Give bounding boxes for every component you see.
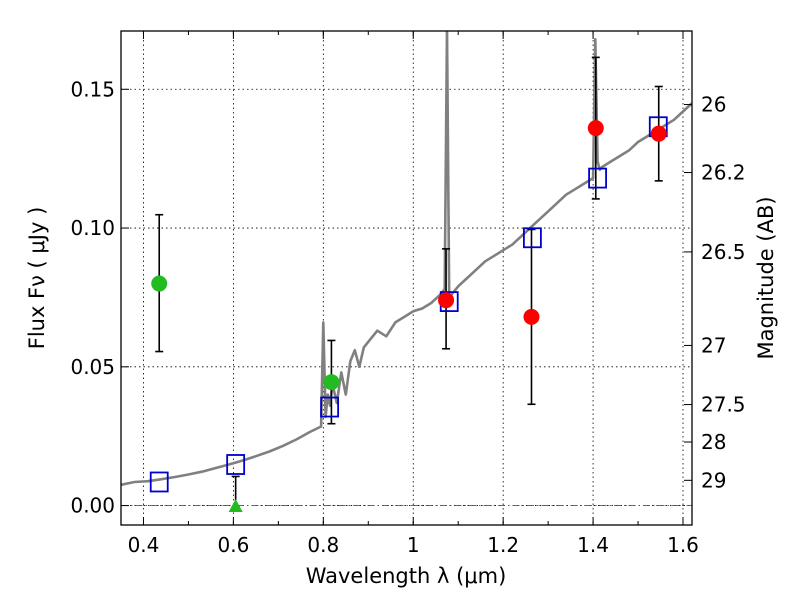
y-axis-left: 0.00 0.05 0.10 0.15	[70, 77, 129, 518]
model-point-square	[320, 396, 340, 418]
model-point-square	[226, 454, 246, 475]
y-right-tick-label: 26	[701, 93, 726, 117]
y-axis-right: 26 26.2 26.5 27 27.5 28 29	[684, 93, 746, 492]
plot-frame	[120, 30, 693, 526]
model-spectrum-line	[121, 31, 692, 487]
x-axis: 0.4 0.6 0.8 1 1.2 1.4 1.6	[128, 31, 699, 557]
detection-point	[523, 308, 540, 325]
detections	[151, 120, 667, 512]
y-right-tick-label: 26.5	[701, 240, 746, 264]
y-right-tick-label: 27	[701, 333, 726, 357]
x-tick-label: 1.4	[577, 533, 609, 557]
x-tick-label: 1.6	[667, 533, 699, 557]
model-point-square	[149, 471, 169, 493]
x-tick-label: 0.4	[128, 533, 160, 557]
x-axis-title: Wavelength λ (μm)	[306, 564, 507, 588]
model-point-square	[588, 167, 607, 189]
x-tick-label: 0.6	[217, 533, 249, 557]
y-axis-title: Flux Fν ( μJy )	[25, 207, 49, 350]
x-tick-label: 1.2	[487, 533, 519, 557]
y-tick-label: 0.10	[70, 216, 115, 240]
x-tick-label: 1	[407, 533, 420, 557]
detection-point	[587, 120, 604, 137]
y-tick-label: 0.05	[70, 355, 115, 379]
detection-point	[438, 292, 455, 309]
detection-point	[323, 374, 340, 391]
plot-content	[121, 31, 692, 487]
y-right-tick-label: 27.5	[701, 393, 746, 417]
detection-point	[151, 275, 168, 292]
x-tick-label: 0.8	[307, 533, 339, 557]
y-right-tick-label: 26.2	[701, 161, 746, 185]
y-right-tick-label: 28	[701, 430, 726, 454]
upper-limit-triangle	[228, 498, 243, 512]
detection-point	[650, 125, 667, 142]
y-axis-right-title: Magnitude (AB)	[754, 196, 778, 359]
y-tick-label: 0.00	[70, 494, 115, 518]
model-point-square	[522, 227, 542, 249]
y-right-tick-label: 29	[701, 468, 726, 492]
y-tick-label: 0.15	[70, 77, 115, 101]
